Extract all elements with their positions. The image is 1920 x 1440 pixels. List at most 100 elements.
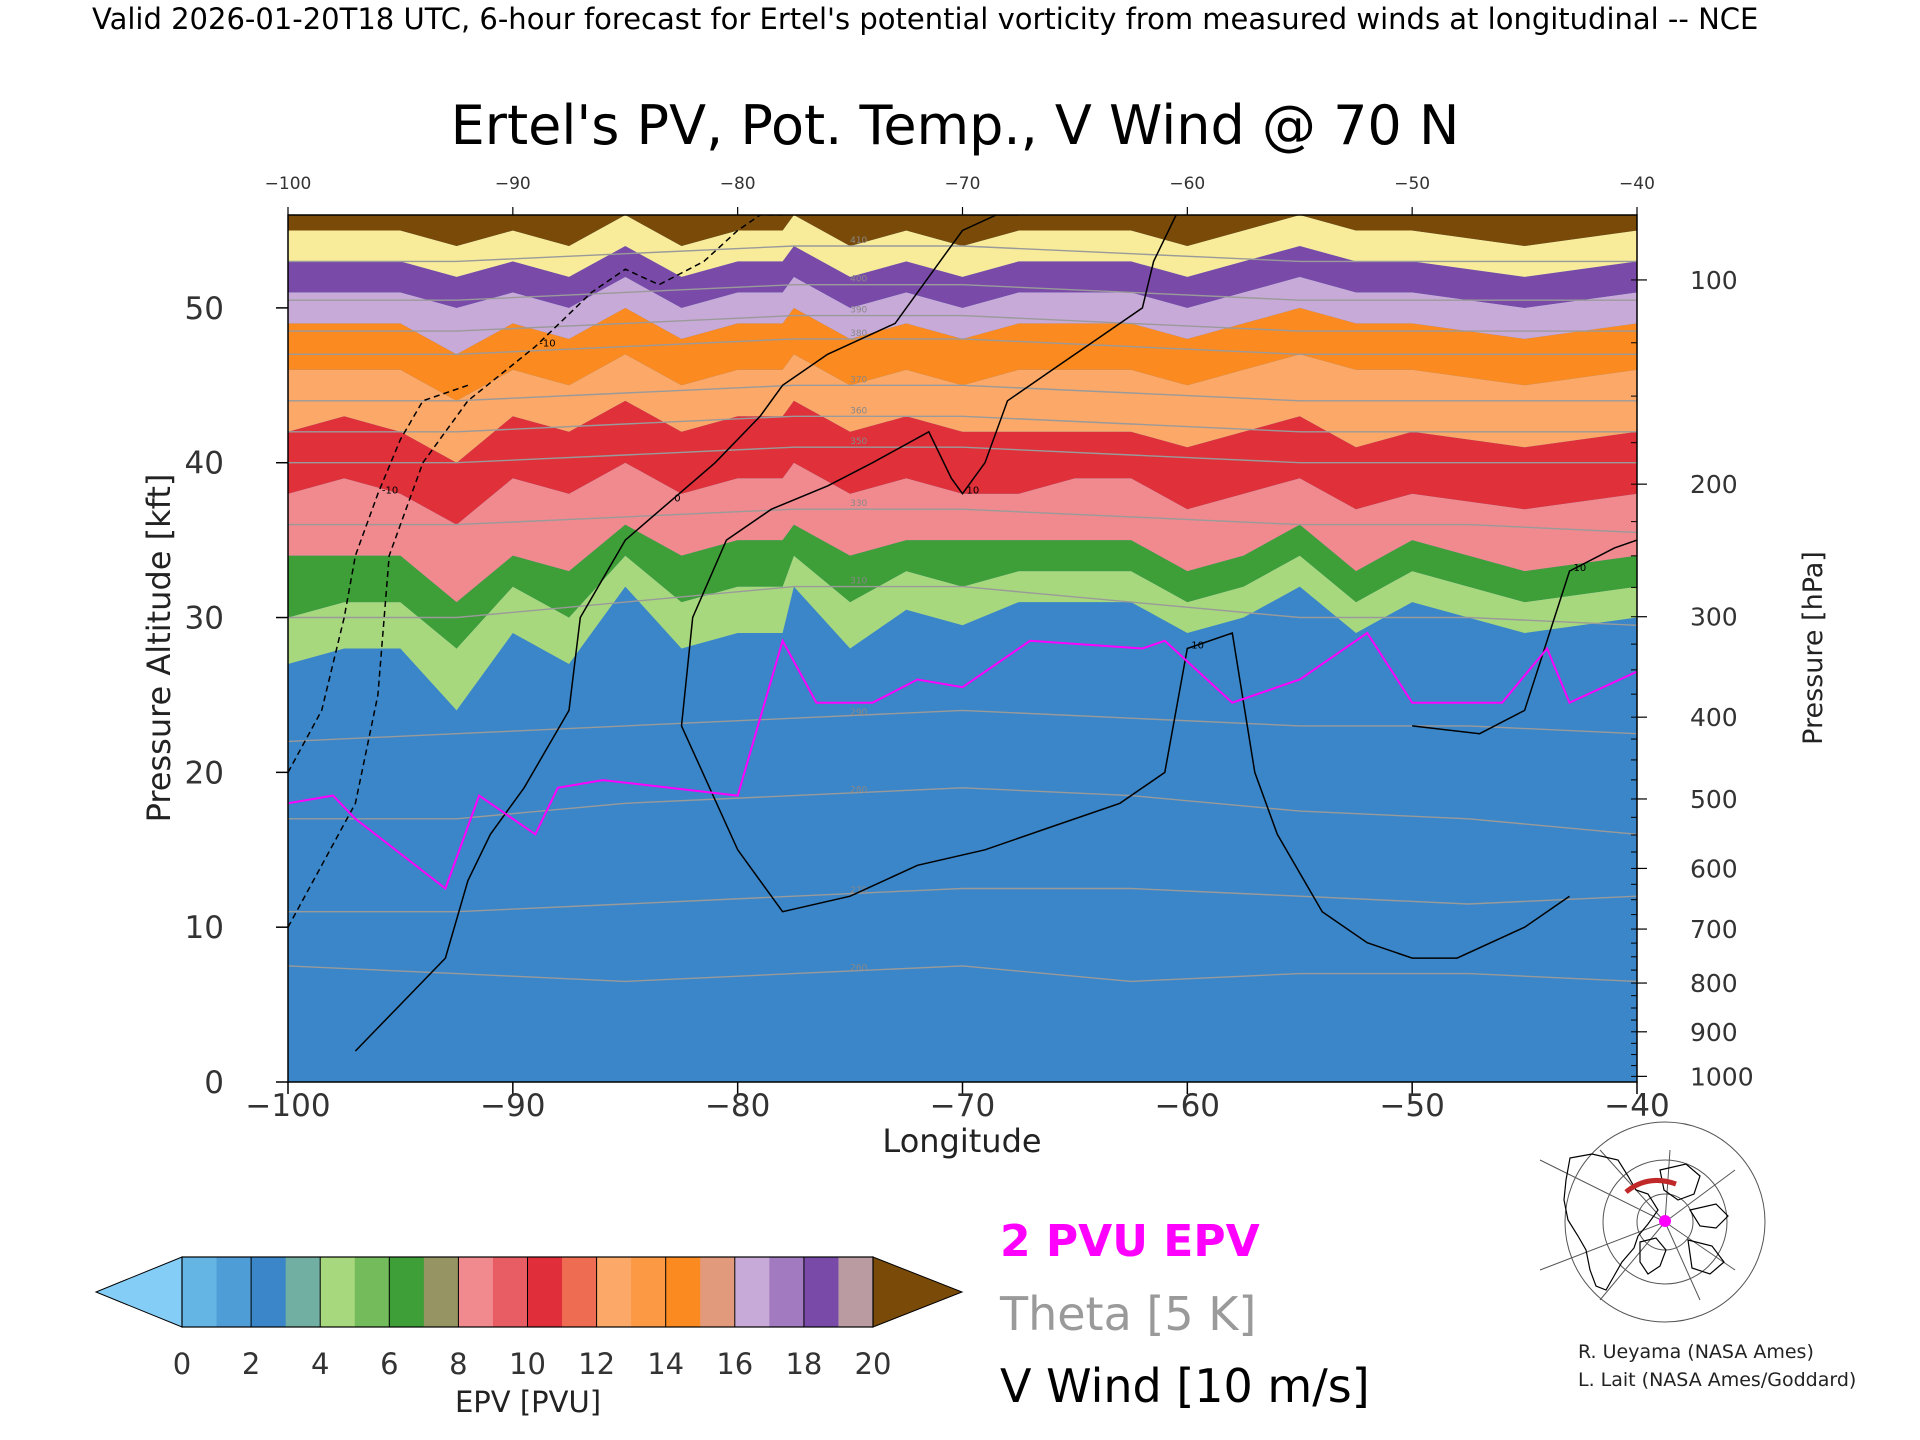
- y-axis-label-left: Pressure Altitude [kft]: [140, 474, 178, 823]
- colorbar-segment-shade-0: [182, 1257, 217, 1327]
- colorbar-segment-shade-2: [320, 1257, 355, 1327]
- pressure-tick-label-900: 900: [1690, 1018, 1738, 1047]
- valid-time-header: Valid 2026-01-20T18 UTC, 6-hour forecast…: [92, 2, 1758, 36]
- pressure-tick-label-100: 100: [1690, 266, 1738, 295]
- theta-label-380: 380: [850, 329, 867, 339]
- locator-map-icon: [1539, 1121, 1766, 1323]
- x-tick-label--70: −70: [930, 1088, 995, 1124]
- credit-line-2: L. Lait (NASA Ames/Goddard): [1578, 1369, 1856, 1391]
- theta-label-360: 360: [850, 406, 867, 416]
- v-wind-contour-4: [288, 215, 783, 928]
- theta-contour-380: [288, 338, 1637, 355]
- colorbar-tick-label-14: 14: [647, 1347, 684, 1381]
- colorbar-tick-label-8: 8: [449, 1347, 467, 1381]
- x-tick-label--80: −80: [705, 1088, 770, 1124]
- top-tick-label--100: −100: [265, 174, 312, 194]
- v-wind-contour-0: [354, 215, 1019, 1052]
- colorbar-segment-shade-8: [734, 1257, 770, 1327]
- x-axis-label: Longitude: [882, 1122, 1041, 1160]
- colorbar-blend-9: [838, 1257, 873, 1327]
- top-tick-label--40: −40: [1619, 174, 1655, 194]
- left-axis: 0 10 20 30 40 50: [185, 291, 288, 1101]
- x-tick-label--90: −90: [480, 1088, 545, 1124]
- theta-contour-400: [288, 284, 1637, 301]
- epv-band-2: [288, 555, 1637, 711]
- colorbar-blend-8: [769, 1257, 804, 1327]
- legend-vwind: V Wind [10 m/s]: [1000, 1359, 1370, 1413]
- colorbar-segment-shade-6: [596, 1257, 632, 1327]
- colorbar-blend-0: [216, 1257, 252, 1327]
- colorbar-tick-label-6: 6: [380, 1347, 398, 1381]
- theta-label-410: 410: [850, 236, 867, 246]
- epv-colorbar: 0 2 4 6 8 10 12 14 16 18 20: [94, 1256, 964, 1381]
- v-wind-contour-5: [288, 384, 469, 773]
- colorbar-label: EPV [PVU]: [455, 1385, 601, 1419]
- colorbar-tick-label-10: 10: [509, 1347, 546, 1381]
- colorbar-segment-shade-5: [527, 1257, 563, 1327]
- theta-label-290: 290: [850, 708, 867, 718]
- y-tick-label-30: 30: [185, 601, 224, 637]
- y-tick-label-40: 40: [185, 446, 224, 482]
- pressure-tick-label-300: 300: [1690, 603, 1738, 632]
- v-wind-label-4: -10: [539, 339, 555, 350]
- theta-contour-370: [288, 384, 1637, 402]
- v-wind-label-2: 10: [1191, 641, 1204, 652]
- plot-area: 260270280290310330350360370380390400410 …: [185, 174, 1754, 1124]
- pressure-tick-label-500: 500: [1690, 785, 1738, 814]
- colorbar-under-arrow: [94, 1256, 183, 1328]
- x-tick-label--100: −100: [245, 1088, 330, 1124]
- theta-contour-360: [288, 415, 1637, 433]
- colorbar-over-arrow: [872, 1256, 964, 1328]
- colorbar-tick-label-12: 12: [578, 1347, 615, 1381]
- legend-pv2: 2 PVU EPV: [1000, 1216, 1260, 1267]
- colorbar-tick-label-2: 2: [242, 1347, 260, 1381]
- top-axis: −100 −90 −80 −70 −60 −50 −40: [265, 174, 1655, 215]
- theta-contour-270: [288, 887, 1637, 913]
- theta-contour-390: [288, 314, 1637, 332]
- right-axis: 100 200 300 400 500 600 700 800 900 1000: [1631, 266, 1754, 1091]
- theta-contour-310: [288, 585, 1637, 626]
- colorbar-blend-5: [562, 1257, 597, 1327]
- top-tick-label--50: −50: [1394, 174, 1430, 194]
- pressure-tick-label-700: 700: [1690, 915, 1738, 944]
- theta-label-370: 370: [850, 375, 867, 385]
- theta-contour-330: [288, 508, 1637, 534]
- pressure-tick-label-200: 200: [1690, 470, 1738, 499]
- credit-line-1: R. Ueyama (NASA Ames): [1578, 1341, 1814, 1363]
- bottom-axis: −100 −90 −80 −70 −60 −50 −40: [245, 1082, 1670, 1124]
- epv-band-10: [288, 354, 1637, 463]
- pressure-tick-label-800: 800: [1690, 969, 1738, 998]
- pressure-tick-label-600: 600: [1690, 854, 1738, 883]
- top-tick-label--80: −80: [720, 174, 756, 194]
- v-wind-contour-1: [680, 215, 1177, 726]
- epv-band-18: [288, 215, 1637, 277]
- colorbar-blend-1: [285, 1257, 321, 1327]
- theta-label-390: 390: [850, 306, 867, 316]
- v-wind-label-3: 10: [1574, 563, 1587, 574]
- x-tick-label--40: −40: [1604, 1088, 1669, 1124]
- colorbar-segment-shade-7: [665, 1257, 701, 1327]
- pv2-contour: [288, 631, 1637, 891]
- v-wind-label-0: 0: [674, 493, 680, 504]
- x-tick-label--50: −50: [1379, 1088, 1444, 1124]
- chart-title: Ertel's PV, Pot. Temp., V Wind @ 70 N: [451, 94, 1460, 157]
- pressure-tick-label-1000: 1000: [1690, 1062, 1754, 1091]
- top-tick-label--60: −60: [1169, 174, 1205, 194]
- colorbar-tick-label-20: 20: [855, 1347, 892, 1381]
- colorbar-blend-7: [700, 1257, 735, 1327]
- y-tick-label-50: 50: [185, 291, 224, 327]
- colorbar-blend-4: [492, 1257, 528, 1327]
- theta-contour-280: [288, 787, 1637, 835]
- colorbar-segment-shade-9: [803, 1257, 839, 1327]
- y-tick-label-20: 20: [185, 755, 224, 791]
- epv-band-0: [288, 586, 1637, 889]
- colorbar-segment-shade-1: [251, 1257, 286, 1327]
- theta-label-310: 310: [850, 577, 867, 587]
- colorbar-blend-2: [354, 1257, 390, 1327]
- theta-label-330: 330: [850, 499, 867, 509]
- theta-label-260: 260: [850, 964, 867, 974]
- colorbar-tick-label-16: 16: [716, 1347, 753, 1381]
- top-tick-label--70: −70: [945, 174, 981, 194]
- theta-contour-260: [288, 965, 1637, 983]
